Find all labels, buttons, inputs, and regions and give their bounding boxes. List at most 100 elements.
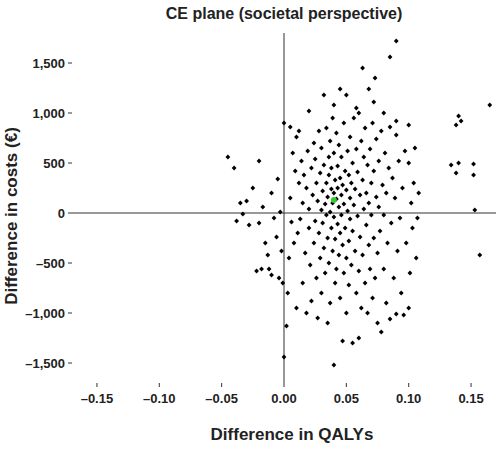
point [389,221,394,226]
point [379,129,384,134]
point [285,291,290,296]
point [416,191,421,196]
point [375,321,380,326]
y-tick-label: 0 [58,206,65,221]
point [303,251,308,256]
point [300,281,305,286]
point [355,170,360,175]
point [449,163,454,168]
point [322,246,327,251]
point [328,301,333,306]
point [354,147,359,152]
y-tick-label: 1,000 [32,106,65,121]
y-tick [68,263,72,264]
point [341,271,346,276]
y-zero-line [284,33,285,383]
point [277,276,282,281]
point [394,119,399,124]
point [336,143,341,148]
y-tick-label: –1,000 [25,306,65,321]
point [356,336,361,341]
point [335,186,340,191]
point [300,201,305,206]
point [403,149,408,154]
point [360,178,365,183]
point [390,176,395,181]
point [330,249,335,254]
point [307,109,312,114]
title: CE plane (societal perspective) [166,5,403,22]
point [411,181,416,186]
point [368,147,373,152]
point [345,149,350,154]
point [329,166,334,171]
point [348,217,353,222]
point [338,231,343,236]
x-tick-label: 0.05 [334,391,359,406]
point [354,291,359,296]
point [335,222,340,227]
point [356,111,361,116]
x-tick [159,383,160,387]
point [359,139,364,144]
point [373,76,378,81]
point [350,229,355,234]
point [274,235,279,240]
point [324,126,329,131]
point [319,146,324,151]
point [471,162,476,167]
point [413,146,418,151]
y-tick-label: –1,500 [25,356,65,371]
point [322,163,327,168]
point [323,202,328,207]
point [339,193,344,198]
point [388,55,393,60]
point [297,129,302,134]
point [365,163,370,168]
point [394,39,399,44]
point [355,214,360,219]
point [331,191,336,196]
point [369,213,374,218]
point [373,276,378,281]
point [374,137,379,142]
point [394,312,399,317]
point [313,219,318,224]
y-tick [68,63,72,64]
point [360,253,365,258]
point [244,199,249,204]
point [399,291,404,296]
point [328,139,333,144]
point [340,339,345,344]
point [358,235,363,240]
point [318,171,323,176]
point [309,166,314,171]
point [287,256,292,261]
point [295,231,300,236]
point [339,155,344,160]
point [324,181,329,186]
point [331,151,336,156]
point [331,103,336,108]
point [406,123,411,128]
point [318,256,323,261]
point [384,191,389,196]
x-tick [284,383,285,387]
point [326,261,331,266]
point [350,341,355,346]
point [339,213,344,218]
x-tick-label: 0.15 [458,391,483,406]
point [335,164,340,169]
point [315,316,320,321]
point [272,216,277,221]
point [298,217,303,222]
point [254,269,259,274]
point [401,313,406,318]
point [338,296,343,301]
point [454,171,459,176]
point [257,221,262,226]
point [282,355,287,360]
point [396,159,401,164]
point [345,209,350,214]
point [292,241,297,246]
